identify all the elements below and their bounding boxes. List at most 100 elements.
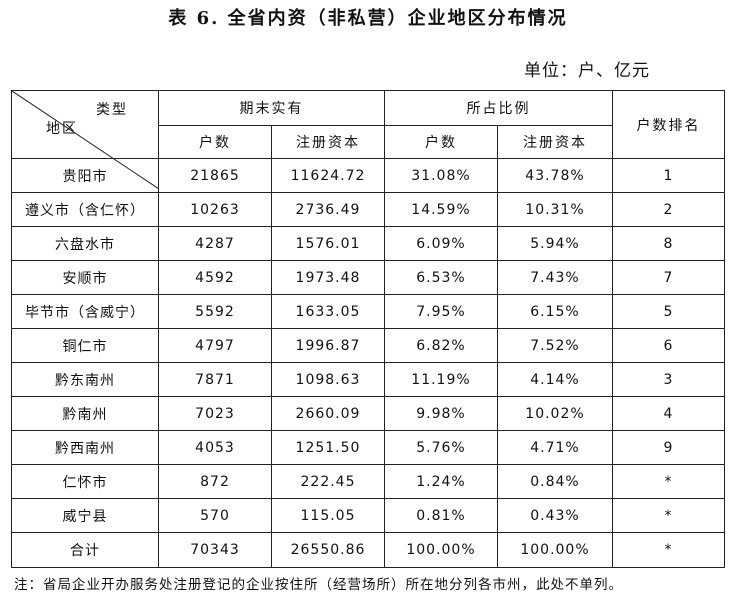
region-cell: 遵义市（含仁怀） — [11, 192, 159, 227]
region-cell: 黔西南州 — [11, 430, 159, 465]
table-row: 仁怀市 872 222.45 1.24% 0.84% * — [11, 464, 725, 499]
households-header: 户数 — [158, 125, 272, 159]
capital-cell: 1973.48 — [271, 260, 385, 295]
count-pct-cell: 6.82% — [384, 328, 498, 363]
capital-pct-cell: 4.14% — [497, 362, 613, 397]
table-row: 黔东南州 7871 1098.63 11.19% 4.14% 3 — [11, 362, 725, 397]
households-share-header: 户数 — [384, 125, 498, 159]
rank-header: 户数排名 — [612, 90, 725, 159]
capital-cell: 11624.72 — [271, 158, 385, 193]
share-header: 所占比例 — [384, 90, 613, 126]
count-pct-cell: 31.08% — [384, 158, 498, 193]
capital-pct-cell: 0.84% — [497, 464, 613, 499]
header-row-2: 户数 注册资本 户数 注册资本 — [12, 125, 725, 159]
count-pct-cell: 9.98% — [384, 396, 498, 431]
count-pct-cell: 0.81% — [384, 498, 498, 533]
count-pct-cell: 6.53% — [384, 260, 498, 295]
table-row: 贵阳市 21865 11624.72 31.08% 43.78% 1 — [11, 158, 725, 193]
capital-pct-cell: 6.15% — [497, 294, 613, 329]
rank-cell: 9 — [612, 430, 725, 465]
rank-cell: 3 — [612, 362, 725, 397]
capital-cell: 2660.09 — [271, 396, 385, 431]
count-pct-cell: 5.76% — [384, 430, 498, 465]
region-cell: 仁怀市 — [11, 464, 159, 499]
region-cell: 黔南州 — [11, 396, 159, 431]
total-count-pct-cell: 100.00% — [384, 532, 498, 568]
count-cell: 4053 — [158, 430, 272, 465]
capital-pct-cell: 7.43% — [497, 260, 613, 295]
table-row: 毕节市（含威宁） 5592 1633.05 7.95% 6.15% 5 — [11, 294, 725, 329]
region-cell: 黔东南州 — [11, 362, 159, 397]
total-count-cell: 70343 — [158, 532, 272, 568]
capital-cell: 1633.05 — [271, 294, 385, 329]
count-cell: 4592 — [158, 260, 272, 295]
rank-cell: 4 — [612, 396, 725, 431]
capital-cell: 1996.87 — [271, 328, 385, 363]
enterprise-region-table: 类型 地区 期末实有 所占比例 户数排名 户数 注册资本 户数 注册资本 贵阳市… — [11, 90, 725, 568]
capital-cell: 2736.49 — [271, 192, 385, 227]
count-cell: 5592 — [158, 294, 272, 329]
count-cell: 7871 — [158, 362, 272, 397]
total-capital-cell: 26550.86 — [271, 532, 385, 568]
count-cell: 21865 — [158, 158, 272, 193]
total-label-cell: 合计 — [11, 532, 159, 568]
capital-share-header: 注册资本 — [497, 125, 613, 159]
table-row: 铜仁市 4797 1996.87 6.82% 7.52% 6 — [11, 328, 725, 363]
capital-cell: 222.45 — [271, 464, 385, 499]
region-cell: 威宁县 — [11, 498, 159, 533]
count-cell: 10263 — [158, 192, 272, 227]
region-cell: 六盘水市 — [11, 226, 159, 261]
table-row: 安顺市 4592 1973.48 6.53% 7.43% 7 — [11, 260, 725, 295]
rank-cell: * — [612, 464, 725, 499]
capital-cell: 1251.50 — [271, 430, 385, 465]
table-title: 表 6. 全省内资（非私营）企业地区分布情况 — [168, 8, 568, 29]
capital-cell: 1576.01 — [271, 226, 385, 261]
capital-pct-cell: 5.94% — [497, 226, 613, 261]
count-cell: 4797 — [158, 328, 272, 363]
capital-header: 注册资本 — [271, 125, 385, 159]
count-cell: 7023 — [158, 396, 272, 431]
count-pct-cell: 6.09% — [384, 226, 498, 261]
table-row: 黔西南州 4053 1251.50 5.76% 4.71% 9 — [11, 430, 725, 465]
unit-label: 单位：户、亿元 — [524, 61, 650, 81]
capital-pct-cell: 4.71% — [497, 430, 613, 465]
diagonal-line — [12, 91, 159, 189]
end-period-header: 期末实有 — [158, 90, 385, 126]
rank-cell: 5 — [612, 294, 725, 329]
capital-pct-cell: 7.52% — [497, 328, 613, 363]
total-rank-cell: * — [612, 532, 725, 568]
table-row: 黔南州 7023 2660.09 9.98% 10.02% 4 — [11, 396, 725, 431]
rank-cell: 8 — [612, 226, 725, 261]
region-header: 地区 — [46, 121, 78, 137]
rank-cell: 2 — [612, 192, 725, 227]
footnote: 注：省局企业开办服务处注册登记的企业按住所（经营场所）所在地分列各市州，此处不单… — [14, 577, 623, 593]
capital-pct-cell: 0.43% — [497, 498, 613, 533]
region-cell: 毕节市（含威宁） — [11, 294, 159, 329]
type-header: 类型 — [96, 102, 128, 118]
capital-cell: 1098.63 — [271, 362, 385, 397]
header-row-1: 类型 地区 期末实有 所占比例 户数排名 — [11, 90, 725, 189]
count-pct-cell: 7.95% — [384, 294, 498, 329]
count-cell: 4287 — [158, 226, 272, 261]
count-cell: 872 — [158, 464, 272, 499]
table-row: 六盘水市 4287 1576.01 6.09% 5.94% 8 — [11, 226, 725, 261]
capital-cell: 115.05 — [271, 498, 385, 533]
total-capital-pct-cell: 100.00% — [497, 532, 613, 568]
capital-pct-cell: 10.31% — [497, 192, 613, 227]
table-row: 威宁县 570 115.05 0.81% 0.43% * — [11, 498, 725, 533]
count-pct-cell: 1.24% — [384, 464, 498, 499]
region-cell: 铜仁市 — [11, 328, 159, 363]
rank-cell: * — [612, 498, 725, 533]
count-pct-cell: 14.59% — [384, 192, 498, 227]
count-cell: 570 — [158, 498, 272, 533]
diagonal-header-cell: 类型 地区 — [11, 90, 159, 189]
count-pct-cell: 11.19% — [384, 362, 498, 397]
rank-cell: 7 — [612, 260, 725, 295]
table-row: 遵义市（含仁怀） 10263 2736.49 14.59% 10.31% 2 — [11, 192, 725, 227]
rank-cell: 6 — [612, 328, 725, 363]
region-cell: 安顺市 — [11, 260, 159, 295]
total-row: 合计 70343 26550.86 100.00% 100.00% * — [11, 532, 725, 568]
capital-pct-cell: 43.78% — [497, 158, 613, 193]
rank-cell: 1 — [612, 158, 725, 193]
capital-pct-cell: 10.02% — [497, 396, 613, 431]
